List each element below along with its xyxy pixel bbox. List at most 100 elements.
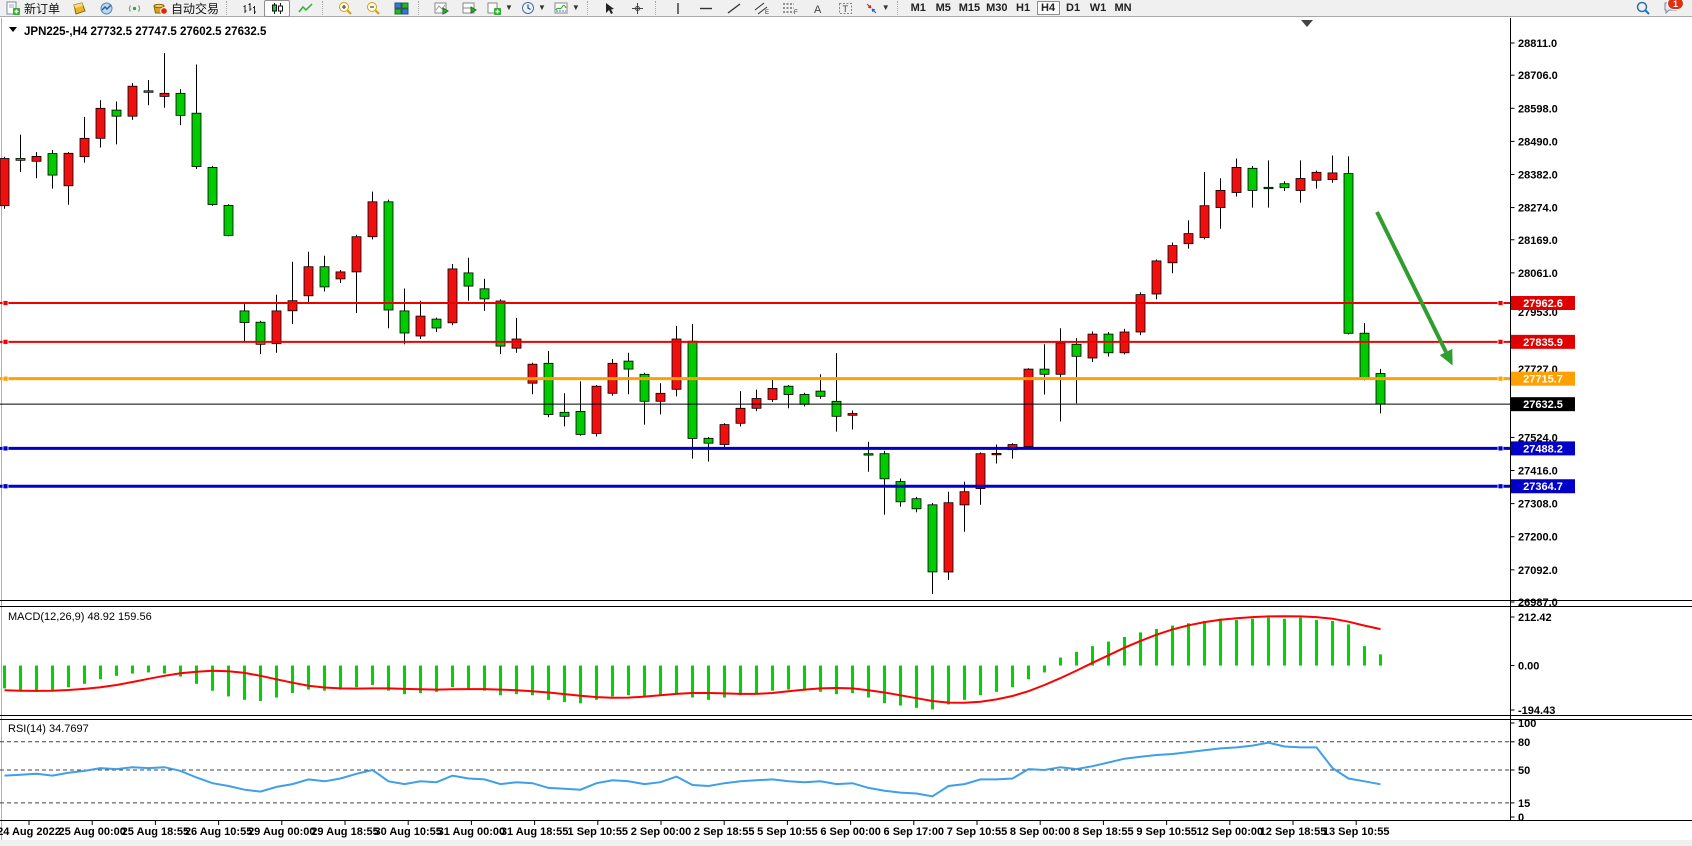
indicators-button[interactable] <box>428 0 454 17</box>
bull-candle <box>511 338 522 349</box>
bear-candle <box>895 481 906 503</box>
text-label-button[interactable]: T <box>833 0 859 17</box>
time-tick-label: 31 Aug 00:00 <box>438 826 505 838</box>
zoom-in-button[interactable] <box>332 0 358 17</box>
bull-candle <box>671 338 682 390</box>
line-handle[interactable] <box>2 375 9 382</box>
rsi-tick-label: 100 <box>1518 718 1536 730</box>
bear-candle <box>575 410 586 435</box>
line-chart-button[interactable] <box>292 0 318 17</box>
autotrade-button[interactable]: 自动交易 <box>149 0 222 17</box>
price-badge <box>1511 371 1575 386</box>
chart-window-button[interactable] <box>65 0 91 17</box>
indicator-chart-icon <box>434 2 449 15</box>
time-tick-label: 12 Sep 18:55 <box>1260 826 1327 838</box>
tile-windows-button[interactable] <box>388 0 414 17</box>
market-watch-icon <box>100 2 113 14</box>
horizontal-line-button[interactable] <box>693 0 719 17</box>
bull-candle <box>447 268 458 324</box>
bar-chart-icon <box>243 2 256 14</box>
timeframe-m5[interactable]: M5 <box>932 1 955 15</box>
vertical-line-icon <box>677 2 679 14</box>
line-handle[interactable] <box>1497 300 1504 306</box>
price-badge-label: 27364.7 <box>1523 481 1563 493</box>
bull-candle <box>1151 260 1162 295</box>
line-handle[interactable] <box>1497 445 1504 452</box>
timeframe-h1[interactable]: H1 <box>1012 1 1035 15</box>
trend-arrow[interactable] <box>1375 211 1448 353</box>
zoom-out-button[interactable] <box>360 0 386 17</box>
bull-candle <box>1023 368 1034 448</box>
bar-chart-button[interactable] <box>236 0 262 17</box>
channel-icon: E <box>754 2 769 15</box>
line-handle[interactable] <box>2 483 9 490</box>
bear-candle <box>783 385 794 395</box>
search-button[interactable] <box>1630 0 1656 17</box>
toolbar-separator <box>586 1 593 15</box>
timeframe-m15[interactable]: M15 <box>958 2 981 14</box>
notification-badge: 1 <box>1667 0 1684 10</box>
cursor-icon <box>606 2 615 14</box>
signals-button[interactable] <box>121 0 147 17</box>
search-icon <box>1636 1 1650 15</box>
bull-candle <box>287 300 298 312</box>
chart-shift-marker[interactable] <box>1301 20 1313 27</box>
line-handle[interactable] <box>2 300 9 306</box>
text-button[interactable]: A <box>805 0 831 17</box>
notifications-button[interactable]: 1 <box>1658 0 1684 17</box>
signal-icon <box>128 4 140 12</box>
bull-candle <box>1231 166 1242 193</box>
line-handle[interactable] <box>1497 375 1504 382</box>
new-order-button[interactable]: 新订单 <box>2 0 63 17</box>
bear-candle <box>143 90 154 93</box>
market-watch-button[interactable] <box>93 0 119 17</box>
line-handle[interactable] <box>2 445 9 452</box>
new-chart-dropdown[interactable]: ▼ <box>484 0 516 17</box>
bull-candle <box>1183 233 1194 245</box>
crosshair-icon <box>632 2 644 14</box>
timeframe-m30[interactable]: M30 <box>986 2 1008 14</box>
timeframe-h4[interactable]: H4 <box>1036 1 1060 15</box>
line-handle[interactable] <box>1497 483 1504 490</box>
macd-tick-label: -194.43 <box>1518 705 1555 717</box>
time-tick-label: 8 Sep 00:00 <box>1010 826 1071 838</box>
shapes-dropdown[interactable]: ▼ <box>861 0 893 17</box>
indicator-windows-button[interactable] <box>456 0 482 17</box>
bull-candle <box>767 387 778 400</box>
window-bottom-strip <box>0 840 1692 846</box>
bull-candle <box>591 385 602 434</box>
candlestick-icon <box>271 2 283 14</box>
bull-candle <box>735 407 746 424</box>
bear-candle <box>255 321 266 345</box>
timeframe-d1[interactable]: D1 <box>1062 1 1085 15</box>
price-badge-label: 27715.7 <box>1523 374 1563 386</box>
bull-candle <box>1215 189 1226 208</box>
fibonacci-button[interactable]: F <box>777 0 803 17</box>
line-handle[interactable] <box>1497 338 1504 345</box>
crosshair-button[interactable] <box>625 0 651 17</box>
price-tick-label: 28706.0 <box>1518 70 1558 82</box>
chevron-down-icon: ▼ <box>571 3 580 12</box>
timeframe-w1[interactable]: W1 <box>1087 1 1110 15</box>
time-tick-label: 7 Sep 10:55 <box>947 826 1008 838</box>
vertical-line-button[interactable] <box>665 0 691 17</box>
template-dropdown[interactable]: ▼ <box>551 0 583 17</box>
bull-candle <box>31 155 42 162</box>
timeframe-mn[interactable]: MN <box>1112 1 1135 15</box>
bear-candle <box>399 310 410 334</box>
bear-candle <box>207 166 218 205</box>
symbol-dropdown-icon[interactable] <box>9 27 17 32</box>
trendline-button[interactable] <box>721 0 747 17</box>
period-dropdown[interactable]: ▼ <box>518 0 549 17</box>
bull-candle <box>415 315 426 337</box>
time-tick-label: 13 Sep 10:55 <box>1323 826 1390 838</box>
equidistant-channel-button[interactable]: E <box>749 0 775 17</box>
time-tick-label: 25 Aug 18:55 <box>122 826 189 838</box>
timeframe-m1[interactable]: M1 <box>907 1 930 15</box>
candlestick-chart-button[interactable] <box>264 0 291 17</box>
time-tick-label: 5 Sep 10:55 <box>757 826 818 838</box>
cursor-button[interactable] <box>597 0 623 17</box>
line-handle[interactable] <box>2 338 9 345</box>
bull-candle <box>63 152 74 187</box>
